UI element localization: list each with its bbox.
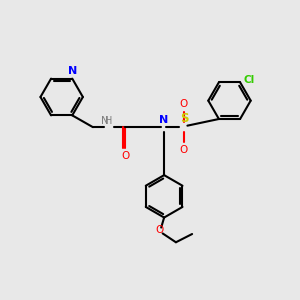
Text: O: O — [122, 151, 130, 161]
Text: Cl: Cl — [243, 75, 254, 85]
Text: O: O — [180, 100, 188, 110]
Text: N: N — [101, 116, 109, 126]
Text: N: N — [68, 66, 77, 76]
Text: O: O — [180, 145, 188, 155]
Text: N: N — [159, 115, 168, 125]
Text: H: H — [105, 116, 113, 126]
Text: O: O — [156, 225, 164, 235]
Text: S: S — [180, 112, 189, 125]
